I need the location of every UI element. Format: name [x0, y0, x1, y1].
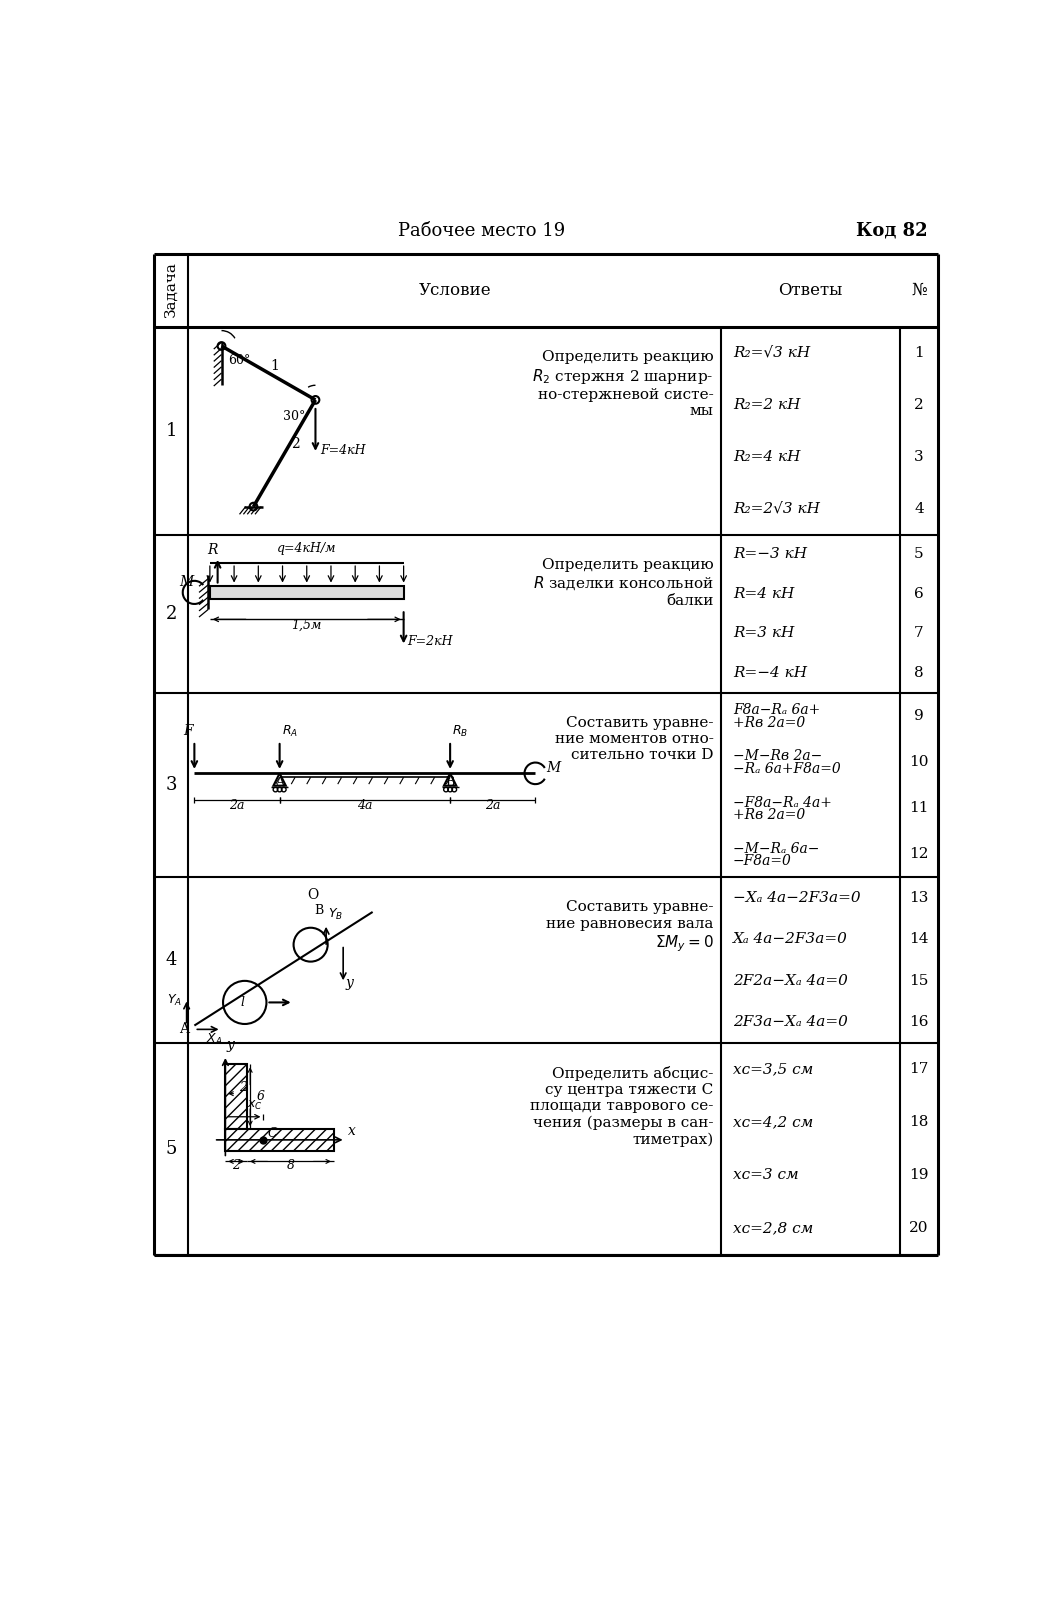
Text: 1: 1	[270, 360, 279, 373]
Text: 19: 19	[910, 1168, 929, 1182]
Text: 4: 4	[165, 950, 177, 970]
Bar	[226, 1130, 334, 1150]
Text: Xₐ 4a−2F3a=0: Xₐ 4a−2F3a=0	[733, 933, 848, 946]
Text: −M−Rₐ 6a−: −M−Rₐ 6a−	[733, 842, 820, 856]
Text: 4a: 4a	[357, 798, 373, 811]
Text: 1,5м: 1,5м	[291, 619, 322, 632]
Text: B: B	[315, 904, 324, 917]
Text: x: x	[347, 1125, 356, 1138]
Text: −Rₐ 6a+F8a=0: −Rₐ 6a+F8a=0	[733, 762, 841, 776]
Text: 30°: 30°	[283, 410, 305, 422]
Text: y: y	[227, 1038, 235, 1053]
Text: Определить реакцию
$R$ заделки консольной
балки: Определить реакцию $R$ заделки консольно…	[533, 558, 714, 608]
Text: Условие: Условие	[418, 282, 491, 299]
Text: 2: 2	[290, 437, 300, 451]
Text: M: M	[179, 576, 193, 589]
Text: 4: 4	[914, 502, 923, 515]
Text: 5: 5	[165, 1139, 177, 1158]
Text: C: C	[268, 1126, 277, 1139]
Text: R=3 кН: R=3 кН	[733, 626, 794, 640]
Bar	[210, 586, 403, 598]
Text: 9: 9	[914, 709, 923, 723]
Text: $Y_A$: $Y_A$	[167, 994, 182, 1008]
Text: +Rв 2a=0: +Rв 2a=0	[733, 808, 805, 822]
Text: R₂=√3 кН: R₂=√3 кН	[733, 346, 810, 360]
Text: −F8a=0: −F8a=0	[733, 854, 792, 869]
Text: 5: 5	[914, 547, 923, 562]
Text: 15: 15	[910, 974, 929, 987]
Text: 8: 8	[914, 666, 923, 680]
Text: 2a: 2a	[229, 798, 245, 811]
Text: F=4кН: F=4кН	[320, 443, 365, 458]
Text: №: №	[911, 282, 927, 299]
Text: 16: 16	[910, 1014, 929, 1029]
Text: Составить уравне-
ние равновесия вала
$\Sigma M_y=0$: Составить уравне- ние равновесия вала $\…	[546, 901, 714, 954]
Text: y: y	[345, 976, 354, 990]
Text: Определить абсцис-
су центра тяжести C
площади таврового се-
чения (размеры в са: Определить абсцис- су центра тяжести C п…	[531, 1066, 714, 1147]
Text: F: F	[183, 723, 193, 738]
Text: B: B	[446, 776, 454, 789]
Text: 14: 14	[910, 933, 929, 946]
Text: −M−Rв 2a−: −M−Rв 2a−	[733, 749, 822, 763]
Text: Код 82: Код 82	[856, 221, 928, 240]
Text: 2F2a−Xₐ 4a=0: 2F2a−Xₐ 4a=0	[733, 974, 848, 987]
Text: Ответы: Ответы	[778, 282, 843, 299]
Text: F8a−Rₐ 6a+: F8a−Rₐ 6a+	[733, 704, 821, 717]
Text: M: M	[546, 762, 560, 774]
Text: A: A	[275, 776, 284, 789]
Text: −Xₐ 4a−2F3a=0: −Xₐ 4a−2F3a=0	[733, 891, 861, 906]
Text: 2F3a−Xₐ 4a=0: 2F3a−Xₐ 4a=0	[733, 1014, 848, 1029]
Bar	[226, 1064, 247, 1130]
Text: 2: 2	[914, 398, 923, 411]
Text: $Y_B$: $Y_B$	[328, 907, 343, 922]
Text: 2a: 2a	[485, 798, 501, 811]
Text: Рабочее место 19: Рабочее место 19	[397, 221, 564, 240]
Text: 60°: 60°	[228, 355, 250, 368]
Text: 18: 18	[910, 1115, 929, 1130]
Text: 1: 1	[914, 346, 923, 360]
Text: 11: 11	[910, 802, 929, 814]
Text: 3: 3	[165, 776, 177, 794]
Text: 17: 17	[910, 1062, 929, 1077]
Text: Составить уравне-
ние моментов отно-
сительно точки D: Составить уравне- ние моментов отно- сит…	[555, 715, 714, 762]
Text: 8: 8	[287, 1158, 294, 1173]
Text: $R_A$: $R_A$	[282, 723, 298, 739]
Text: 20: 20	[910, 1221, 929, 1235]
Text: xᴄ=3 см: xᴄ=3 см	[733, 1168, 798, 1182]
Text: 13: 13	[910, 891, 929, 906]
Text: R: R	[207, 542, 217, 557]
Text: 6: 6	[914, 587, 923, 602]
Text: R=−4 кН: R=−4 кН	[733, 666, 807, 680]
Text: F=2кН: F=2кН	[408, 635, 453, 648]
Text: 1: 1	[165, 422, 177, 440]
Text: R₂=4 кН: R₂=4 кН	[733, 450, 801, 464]
Text: 2: 2	[165, 605, 177, 622]
Text: 7: 7	[914, 626, 923, 640]
Text: q=4кН/м: q=4кН/м	[277, 542, 337, 555]
Text: 3: 3	[914, 450, 923, 464]
Text: 2: 2	[232, 1158, 240, 1173]
Text: 6: 6	[256, 1090, 265, 1104]
Text: R₂=2 кН: R₂=2 кН	[733, 398, 801, 411]
Text: $R_B$: $R_B$	[452, 723, 468, 739]
Text: R=−3 кН: R=−3 кН	[733, 547, 807, 562]
Text: 12: 12	[910, 848, 929, 861]
Text: Определить реакцию
$R_2$ стержня 2 шарнир-
но-стержневой систе-
мы: Определить реакцию $R_2$ стержня 2 шарни…	[533, 350, 714, 418]
Text: R=4 кН: R=4 кН	[733, 587, 794, 602]
Text: O: O	[307, 888, 318, 902]
Text: xᴄ=4,2 см: xᴄ=4,2 см	[733, 1115, 813, 1130]
Text: $X_A$: $X_A$	[207, 1032, 222, 1046]
Text: xᴄ=2,8 см: xᴄ=2,8 см	[733, 1221, 813, 1235]
Text: $x_C$: $x_C$	[247, 1099, 263, 1112]
Text: +Rв 2a=0: +Rв 2a=0	[733, 715, 805, 730]
Text: 10: 10	[910, 755, 929, 770]
Text: R₂=2√3 кН: R₂=2√3 кН	[733, 502, 820, 515]
Text: xᴄ=3,5 см: xᴄ=3,5 см	[733, 1062, 813, 1077]
Text: Задача: Задача	[164, 262, 178, 318]
Text: l: l	[240, 997, 245, 1010]
Text: A: A	[179, 1022, 189, 1037]
Text: −F8a−Rₐ 4a+: −F8a−Rₐ 4a+	[733, 795, 832, 810]
Text: 2: 2	[239, 1080, 248, 1093]
